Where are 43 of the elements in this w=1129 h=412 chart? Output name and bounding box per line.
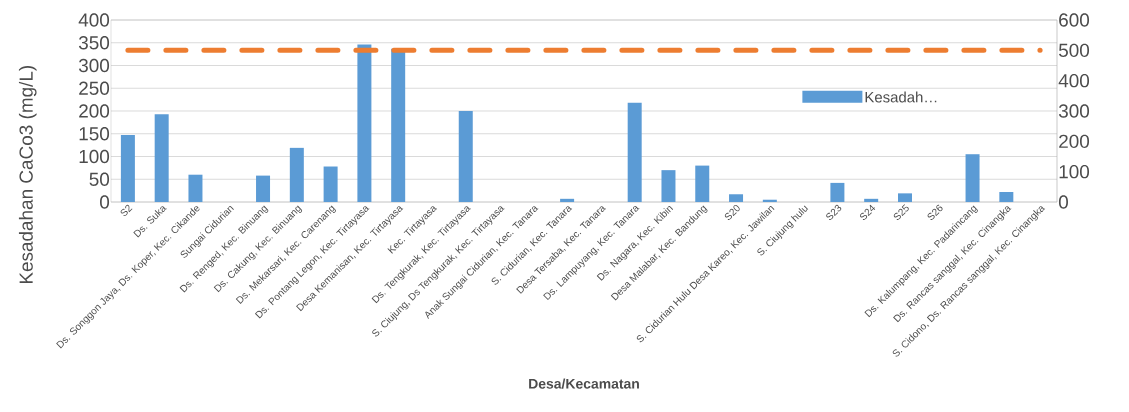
y-tick-label: 150 xyxy=(79,127,110,141)
bar xyxy=(627,102,642,202)
bar xyxy=(661,170,676,202)
bar xyxy=(120,135,135,202)
bar xyxy=(830,182,845,202)
y-tick-label: 350 xyxy=(78,36,110,50)
x-tick-label: S20 xyxy=(724,204,740,220)
y-tick-label: 0 xyxy=(100,195,110,209)
y2-tick-label: 400 xyxy=(1058,73,1090,88)
y-tick-label: 50 xyxy=(89,172,110,186)
bar xyxy=(357,44,372,202)
bar xyxy=(897,193,912,202)
y2-tick-label: 600 xyxy=(1059,13,1090,27)
legend-label: Kesadah… xyxy=(865,91,937,103)
bar xyxy=(695,165,710,202)
y2-tick-label: 0 xyxy=(1058,195,1068,209)
y2-tick-label: 100 xyxy=(1059,164,1090,179)
y-tick-label: 100 xyxy=(79,149,110,164)
x-axis-title: Desa/Kecamatan xyxy=(529,378,639,389)
y-axis-title: Kesadahan CaCo3 (mg/L) xyxy=(18,65,37,284)
x-tick-label: S2 xyxy=(120,204,133,217)
y-tick-label: 400 xyxy=(78,13,110,27)
bar xyxy=(999,191,1014,202)
x-tick-label: S25 xyxy=(893,204,909,220)
bar xyxy=(154,114,169,202)
y2-tick-label: 500 xyxy=(1058,43,1090,58)
bar xyxy=(560,198,575,202)
x-tick-label: S24 xyxy=(859,204,876,220)
bar xyxy=(458,111,473,202)
bar xyxy=(323,166,338,202)
y-tick-label: 200 xyxy=(79,104,110,118)
bar xyxy=(289,147,304,202)
y-tick-label: 300 xyxy=(78,58,110,73)
bar xyxy=(864,198,879,202)
y2-tick-label: 300 xyxy=(1058,104,1090,118)
y-tick-label: 250 xyxy=(79,81,110,95)
x-tick-label: S23 xyxy=(826,204,842,220)
y2-tick-label: 200 xyxy=(1059,134,1090,149)
bar xyxy=(729,194,744,202)
bar xyxy=(256,175,271,202)
bar xyxy=(188,174,203,202)
bar xyxy=(391,48,406,202)
bar xyxy=(965,154,980,202)
